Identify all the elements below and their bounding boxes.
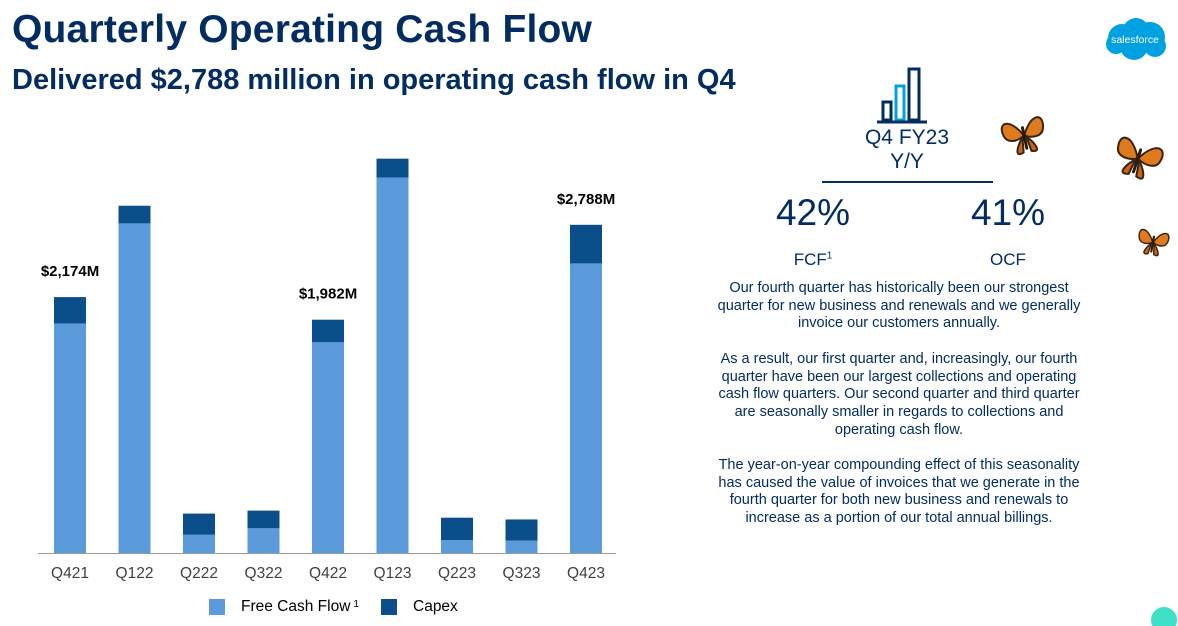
butterfly-icon [1117,136,1164,180]
salesforce-cloud-logo-shape [1106,18,1166,60]
legend-label-capex: Capex [413,598,458,615]
x-tick-label: Q123 [374,565,412,582]
teal-decoration [1151,607,1177,626]
commentary: Our fourth quarter has historically been… [706,280,1092,546]
kpi-fcf-label-text: FCF [793,250,827,269]
x-tick-label: Q423 [567,565,605,582]
legend-footnote-fcf: 1 [353,598,359,610]
butterfly-icon [1000,116,1044,156]
legend-label-fcf: Free Cash Flow [241,598,351,615]
kpi-ocf-label: OCF [990,250,1026,269]
bar-fcf-q421 [54,323,86,553]
bar-capex-q423 [570,224,602,264]
legend-item-fcf: Free Cash Flow 1 [209,598,359,616]
kpi-fcf-label: FCF1 [758,250,868,270]
bar-fcf-q222 [183,534,215,553]
commentary-paragraph-1: Our fourth quarter has historically been… [717,280,1081,332]
x-tick-label: Q422 [309,565,347,582]
bar-capex-q223 [441,517,473,541]
x-tick-label: Q322 [245,565,283,582]
bar-capex-q222 [183,513,215,535]
data-label-q423: $2,788M [557,191,615,208]
bar-capex-q122 [118,205,151,224]
legend-item-capex: Capex [381,598,458,616]
kpi-ocf-value: 41% [970,192,1046,233]
kpi-header-comparison: Y/Y [890,150,924,173]
x-tick-label: Q122 [116,565,154,582]
kpi-fcf-footnote: 1 [826,250,833,262]
kpi-divider [822,181,993,183]
bar-chart-icon [877,67,927,124]
page-subtitle: Delivered $2,788 million in operating ca… [12,64,736,96]
page-title: Quarterly Operating Cash Flow [12,8,593,51]
bar-fcf-q123 [376,177,409,553]
x-tick-label: Q421 [51,565,89,582]
bar-fcf-q423 [570,263,602,553]
kpi-header: Q4 FY23 Y/Y [822,126,992,174]
kpi-header-period: Q4 FY23 [864,126,950,149]
legend-swatch-capex [381,599,397,615]
legend-swatch-fcf [209,599,225,615]
salesforce-logo: salesforce [1106,18,1166,60]
logo-text: salesforce [1111,34,1159,46]
bar-capex-q322 [247,510,280,529]
x-tick-label: Q222 [180,565,218,582]
data-label-q421: $2,174M [41,263,99,280]
bar-capex-q123 [376,158,409,178]
bar-fcf-q323 [505,540,538,553]
bar-capex-q421 [54,297,86,324]
x-tick-label: Q223 [438,565,476,582]
bar-capex-q422 [312,319,344,343]
bar-fcf-q223 [441,540,473,553]
kpi-fcf-value: 42% [775,192,851,233]
commentary-paragraph-2: As a result, our first quarter and, incr… [718,350,1080,438]
bar-fcf-q422 [312,342,344,553]
data-label-q422: $1,982M [299,286,357,303]
bar-fcf-q322 [247,528,280,553]
x-tick-label: Q323 [503,565,541,582]
butterfly-icon [1138,228,1170,257]
cash-flow-chart: $2,174M $1,982M $2,788M Q421 Q122 Q222 Q322 Q4… [38,158,616,582]
bar-fcf-q122 [118,223,151,553]
commentary-paragraph-3: The year-on-year compounding effect of t… [718,457,1080,527]
bar-capex-q323 [505,519,538,541]
